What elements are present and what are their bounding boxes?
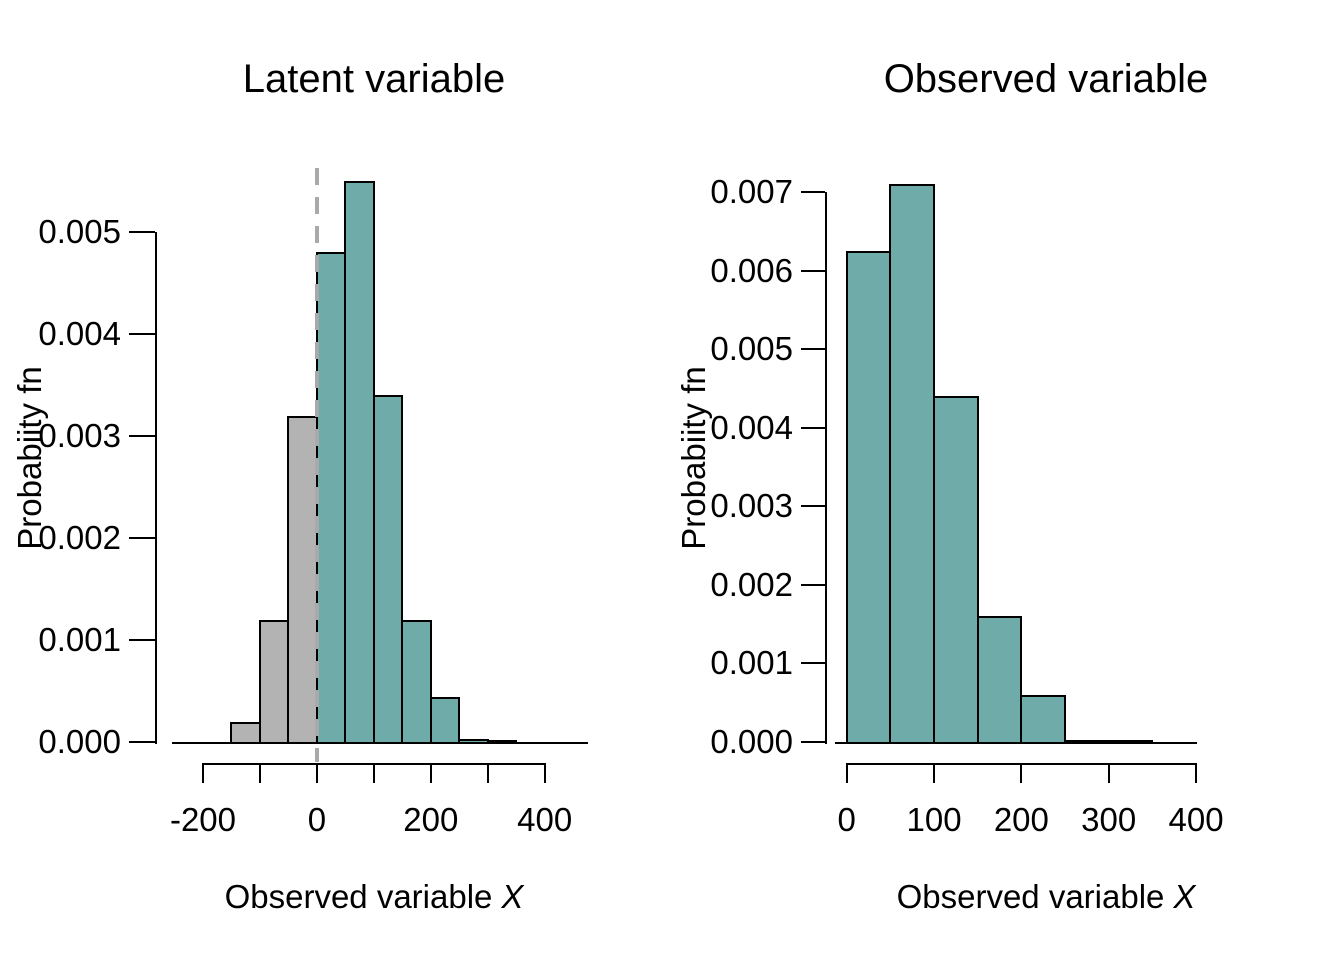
x-ruler-tick	[1020, 763, 1023, 783]
y-axis-tick	[129, 741, 155, 743]
x-ruler-tick	[486, 763, 489, 783]
y-axis-tick	[129, 333, 155, 335]
y-axis-tick-label: 0.006	[710, 251, 793, 289]
y-axis-tick-label: 0.002	[710, 565, 793, 603]
x-axis-tick-label: 100	[906, 801, 962, 838]
y-axis-tick-label: 0.004	[710, 408, 793, 446]
x-ruler-tick	[429, 763, 432, 783]
y-axis-tick-label: 0.003	[38, 417, 121, 454]
x-ruler-tick	[315, 763, 318, 783]
y-axis-tick	[129, 639, 155, 641]
histogram-bar	[845, 250, 892, 744]
x-ruler-tick	[372, 763, 375, 783]
x-ruler-tick	[1107, 763, 1110, 783]
histogram-bar	[1020, 694, 1067, 744]
x-ruler-tick	[845, 763, 848, 783]
x-axis-tick-label: 0	[837, 801, 856, 838]
x-axis-label-variable: X	[1173, 878, 1196, 915]
histogram-bar	[287, 415, 318, 744]
histogram-bar	[401, 619, 432, 744]
x-ruler-tick	[258, 763, 261, 783]
histogram-bar	[230, 721, 261, 744]
x-axis-label-text: Observed variable	[224, 878, 493, 915]
y-axis-tick-label: 0.000	[710, 723, 793, 760]
y-axis-tick-label: 0.002	[38, 519, 121, 556]
y-axis-tick	[801, 583, 825, 586]
y-axis-tick	[801, 348, 825, 351]
histogram-bar	[486, 739, 518, 744]
y-axis-tick-label: 0.001	[710, 644, 793, 682]
histogram-bar	[344, 181, 375, 744]
y-axis-tick	[801, 426, 825, 429]
y-axis-tick	[801, 662, 825, 665]
y-axis-tick	[801, 505, 825, 508]
x-axis-tick-label: -200	[169, 801, 237, 838]
y-axis-tick-label: 0.000	[38, 723, 121, 760]
x-axis-tick-label: 300	[1081, 801, 1137, 838]
x-axis-tick-label: 0	[307, 801, 327, 838]
y-axis-tick-label: 0.001	[38, 621, 121, 658]
y-axis-tick	[801, 269, 825, 272]
y-axis-line	[825, 192, 827, 744]
y-axis-tick	[129, 435, 155, 437]
x-axis-tick-label: 400	[517, 801, 573, 838]
x-axis-label: Observed variable X	[74, 876, 674, 918]
histogram-bar	[1064, 739, 1110, 744]
zero-reference-line	[314, 168, 319, 762]
x-axis-tick-label: 400	[1168, 801, 1224, 838]
histogram-bar	[976, 616, 1023, 744]
histogram-bar	[315, 252, 347, 744]
x-axis-label-variable: X	[501, 878, 524, 915]
y-axis-tick-label: 0.007	[710, 173, 793, 210]
y-axis-tick	[129, 537, 155, 539]
histogram-bar	[458, 738, 489, 744]
y-axis-line	[155, 232, 157, 744]
histogram-bar	[889, 184, 936, 744]
y-axis-tick	[801, 191, 825, 193]
histogram-bar	[258, 619, 290, 744]
histogram-bar	[933, 396, 979, 744]
histogram-bar	[372, 395, 404, 744]
x-axis-tick-label: 200	[993, 801, 1049, 838]
histogram-bar	[1107, 740, 1154, 745]
y-axis-tick-label: 0.005	[710, 330, 793, 368]
y-axis-tick	[801, 741, 825, 743]
x-ruler-tick	[1195, 763, 1198, 783]
panel-title: Latent variable	[242, 57, 506, 101]
y-axis-tick	[129, 231, 155, 233]
x-ruler-tick	[202, 763, 204, 783]
x-ruler-tick	[933, 763, 936, 783]
x-ruler-tick	[543, 763, 546, 783]
x-axis-label-text: Observed variable	[896, 878, 1165, 915]
y-axis-tick-label: 0.003	[710, 487, 793, 525]
y-axis-tick-label: 0.004	[38, 315, 121, 352]
x-axis-label: Observed variable X	[746, 876, 1344, 918]
panel-title: Observed variable	[883, 57, 1209, 101]
x-axis-tick-label: 200	[403, 801, 459, 838]
histogram-bar	[429, 697, 461, 744]
y-axis-tick-label: 0.005	[38, 213, 121, 250]
